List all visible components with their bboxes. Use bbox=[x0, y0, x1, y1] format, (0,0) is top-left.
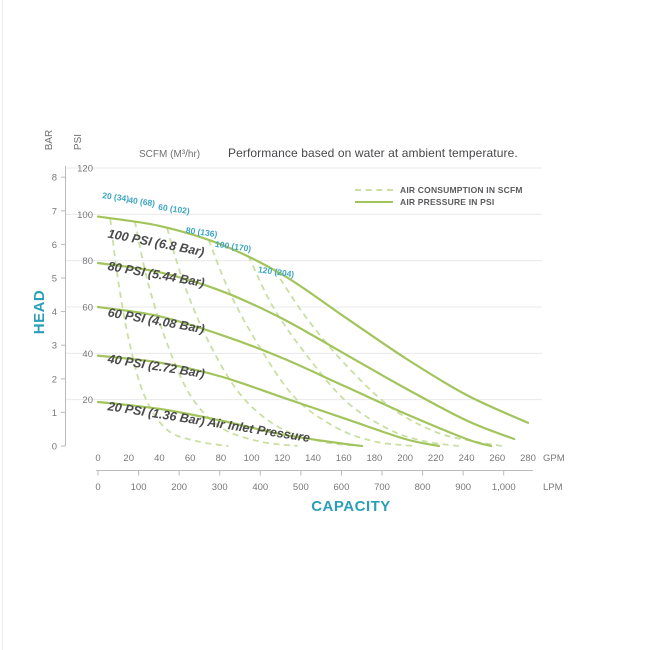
gpm-tick-label: 140 bbox=[305, 453, 321, 464]
air-pressure-20-psi bbox=[96, 400, 364, 448]
image-edge-line bbox=[2, 0, 3, 650]
lpm-tick-label: 400 bbox=[252, 482, 268, 493]
lpm-unit-label: LPM bbox=[543, 482, 563, 493]
gpm-tick-label: 40 bbox=[154, 453, 165, 464]
gpm-tick-label: 280 bbox=[520, 453, 536, 464]
air-consumption-40-scfm bbox=[134, 221, 298, 447]
gpm-tick-label: 80 bbox=[216, 453, 227, 464]
gpm-tick-label: 60 bbox=[185, 453, 196, 464]
gpm-tick-label: 180 bbox=[366, 453, 382, 464]
bar-tick-label: 6 bbox=[52, 240, 57, 251]
legend-label: AIR PRESSURE IN PSI bbox=[400, 197, 495, 207]
capacity-axis-title: CAPACITY bbox=[311, 498, 391, 515]
gpm-tick-label: 160 bbox=[336, 453, 352, 464]
gpm-tick-label: 200 bbox=[397, 453, 413, 464]
lpm-tick-label: 500 bbox=[293, 482, 309, 493]
lpm-tick-label: 800 bbox=[415, 482, 431, 493]
gpm-tick-label: 240 bbox=[459, 453, 475, 464]
chart-title: Performance based on water at ambient te… bbox=[228, 146, 518, 160]
air-consumption-20-scfm-label: 20 (34) bbox=[102, 190, 130, 204]
bar-tick-label: 8 bbox=[52, 173, 57, 184]
scfm-axis-unit-label: SCFM (M³/hr) bbox=[139, 149, 201, 160]
psi-tick-label: 80 bbox=[82, 256, 93, 267]
bar-tick-label: 1 bbox=[52, 408, 57, 419]
solid-line-swatch-icon bbox=[355, 201, 393, 203]
psi-tick-label: 100 bbox=[77, 210, 93, 221]
air-consumption-80-scfm-label: 80 (136) bbox=[185, 225, 218, 239]
air-pressure-40-psi-label: 40 PSI (2.72 Bar) bbox=[106, 352, 206, 381]
legend-item-air-pressure: AIR PRESSURE IN PSI bbox=[355, 196, 523, 208]
legend: AIR CONSUMPTION IN SCFM AIR PRESSURE IN … bbox=[355, 184, 523, 208]
legend-item-air-consumption: AIR CONSUMPTION IN SCFM bbox=[355, 184, 523, 196]
lpm-tick-label: 600 bbox=[334, 482, 350, 493]
gpm-tick-label: 120 bbox=[274, 453, 290, 464]
gpm-tick-label: 0 bbox=[95, 453, 100, 464]
lpm-tick-label: 100 bbox=[131, 482, 147, 493]
gpm-tick-label: 220 bbox=[428, 453, 444, 464]
air-consumption-20-scfm bbox=[109, 218, 229, 447]
psi-tick-label: 20 bbox=[82, 395, 93, 406]
air-pressure-80-psi bbox=[96, 261, 516, 441]
air-pressure-40-psi bbox=[96, 354, 440, 448]
bar-tick-label: 2 bbox=[52, 374, 57, 385]
air-pressure-20-psi-label: 20 PSI (1.36 Bar) Air Inlet Pressure bbox=[106, 399, 311, 445]
bar-tick-label: 7 bbox=[52, 206, 57, 217]
air-consumption-120-scfm-label: 120 (204) bbox=[257, 264, 295, 279]
bar-tick-label: 3 bbox=[52, 341, 57, 352]
lpm-tick-label: 1,000 bbox=[492, 482, 516, 493]
lpm-tick-label: 200 bbox=[171, 482, 187, 493]
bar-tick-label: 4 bbox=[52, 307, 57, 318]
gpm-tick-label: 100 bbox=[244, 453, 260, 464]
air-pressure-60-psi-label: 60 PSI (4.08 Bar) bbox=[107, 305, 206, 336]
psi-tick-label: 120 bbox=[77, 163, 93, 174]
air-consumption-40-scfm-label: 40 (68) bbox=[128, 195, 156, 209]
legend-label: AIR CONSUMPTION IN SCFM bbox=[400, 185, 523, 195]
air-pressure-80-psi-label: 80 PSI (5.44 Bar) bbox=[107, 259, 206, 290]
lpm-tick-label: 0 bbox=[95, 482, 100, 493]
air-consumption-60-scfm-label: 60 (102) bbox=[158, 202, 191, 216]
air-consumption-100-scfm-label: 100 (170) bbox=[214, 239, 252, 254]
lpm-tick-label: 900 bbox=[455, 482, 471, 493]
air-consumption-80-scfm bbox=[207, 239, 413, 447]
air-pressure-60-psi bbox=[96, 305, 493, 448]
gpm-unit-label: GPM bbox=[543, 453, 565, 464]
air-pressure-100-psi bbox=[96, 215, 530, 424]
bar-tick-label: 0 bbox=[52, 442, 57, 453]
dashed-line-swatch-icon bbox=[355, 189, 393, 191]
lpm-tick-label: 700 bbox=[374, 482, 390, 493]
lpm-tick-label: 300 bbox=[212, 482, 228, 493]
gpm-tick-label: 260 bbox=[489, 453, 505, 464]
gpm-tick-label: 20 bbox=[123, 453, 134, 464]
bar-tick-label: 5 bbox=[52, 274, 57, 285]
air-consumption-100-scfm bbox=[247, 255, 460, 447]
psi-tick-label: 60 bbox=[82, 302, 93, 313]
psi-tick-label: 40 bbox=[82, 349, 93, 360]
